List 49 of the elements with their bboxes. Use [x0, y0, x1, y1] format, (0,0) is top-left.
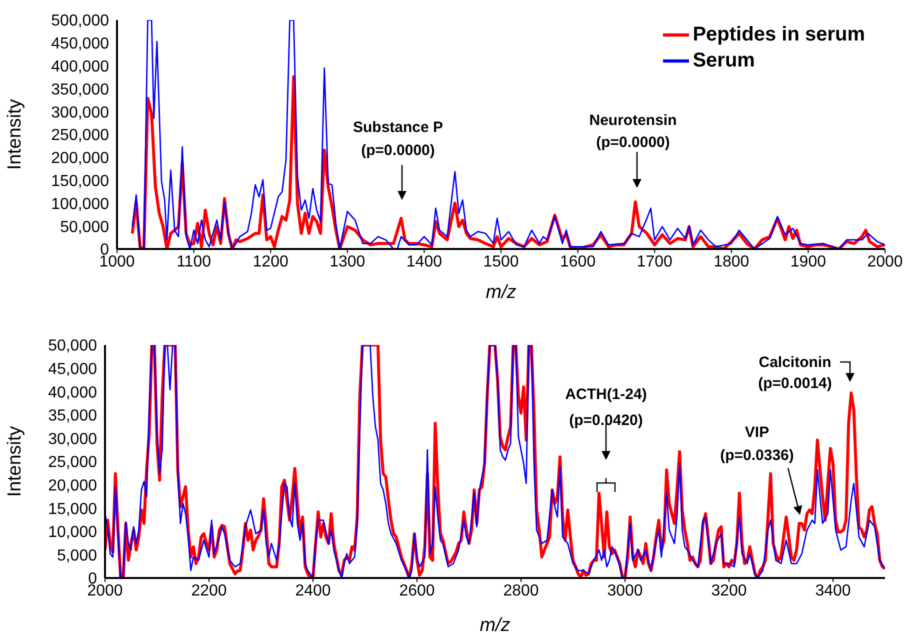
annotation: Substance P (p=0.0000)	[352, 119, 444, 159]
x-tick-label: 1400	[406, 253, 442, 270]
y-axis-title: Intensity	[4, 426, 26, 497]
y-tick-label: 350,000	[51, 81, 110, 98]
y-tick-label: 5,000	[56, 547, 98, 564]
x-axis-title: m/z	[480, 615, 511, 633]
line-series	[132, 20, 885, 249]
x-axis-title: m/z	[486, 282, 517, 303]
x-tick-label: 3400	[815, 582, 851, 600]
y-tick-label: 500,000	[51, 12, 110, 30]
x-tick-label: 2200	[191, 582, 227, 600]
y-tick-label: 15,000	[48, 500, 98, 518]
y-tick-label: 35,000	[48, 408, 98, 425]
x-tick-label: 1100	[176, 253, 212, 270]
legend-label: Peptides in serum	[692, 23, 865, 46]
y-tick-label: 50,000	[60, 218, 110, 236]
x-tick-label: 1600	[560, 253, 596, 270]
annotation: Calcitonin (p=0.0014)	[758, 354, 832, 392]
x-tick-label: 2000	[867, 253, 903, 270]
y-tick-label: 50,000	[48, 338, 98, 355]
y-tick-label: 200,000	[51, 150, 110, 168]
y-tick-label: 450,000	[51, 36, 110, 53]
x-tick-label: 1800	[714, 253, 750, 270]
y-tick-label: 150,000	[51, 172, 110, 190]
x-tick-label: 2600	[399, 582, 435, 600]
x-tick-label: 1200	[252, 253, 288, 270]
x-tick-label: 1900	[790, 253, 826, 270]
x-tick-label: 3000	[607, 582, 643, 600]
x-tick-label: 2400	[295, 582, 331, 600]
x-tick-label: 3200	[711, 582, 747, 600]
x-tick-label: 1500	[483, 253, 519, 270]
x-tick-label: 2800	[503, 582, 539, 600]
y-tick-label: 300,000	[51, 104, 110, 122]
y-tick-label: 25,000	[48, 454, 98, 472]
y-tick-label: 45,000	[48, 360, 98, 378]
y-tick-label: 400,000	[51, 58, 110, 76]
y-tick-label: 40,000	[48, 384, 98, 402]
x-tick-label: 1700	[636, 253, 672, 270]
y-tick-label: 10,000	[48, 524, 98, 542]
annotation: Neurotensin (p=0.0000)	[589, 112, 677, 151]
x-tick-label: 1300	[330, 253, 366, 270]
y-axis-title: Intensity	[4, 98, 26, 170]
y-tick-label: 20,000	[48, 477, 98, 494]
annotation: ACTH(1-24) (p=0.0420)	[565, 386, 647, 429]
annotation: VIP (p=0.0336)	[720, 424, 794, 464]
y-tick-label: 250,000	[51, 127, 110, 144]
y-tick-label: 30,000	[48, 430, 98, 448]
legend-label: Serum	[692, 49, 755, 72]
y-tick-label: 100,000	[51, 196, 110, 213]
